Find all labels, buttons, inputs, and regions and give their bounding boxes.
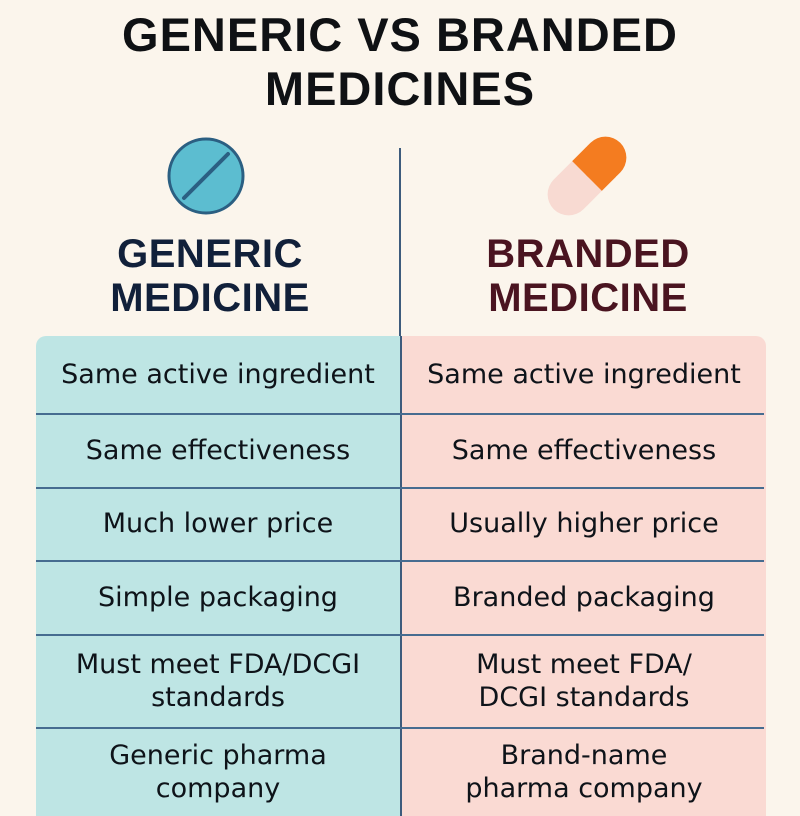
header-divider bbox=[399, 148, 401, 338]
row-separator bbox=[36, 487, 764, 489]
capsule-icon bbox=[547, 136, 627, 216]
row-separator bbox=[36, 560, 764, 562]
comparison-table: Same active ingredient Same active ingre… bbox=[36, 336, 766, 816]
title-line-1: GENERIC VS BRANDED bbox=[122, 8, 678, 61]
table-cell-generic: Must meet FDA/DCGI standards bbox=[75, 648, 361, 713]
generic-heading-line-1: GENERIC bbox=[117, 232, 303, 276]
table-cell-branded: Same effectiveness bbox=[451, 434, 717, 466]
table-cell-branded: Branded packaging bbox=[453, 581, 715, 613]
branded-heading-line-1: BRANDED bbox=[486, 232, 690, 276]
table-cell-branded: Usually higher price bbox=[449, 508, 719, 539]
table-cell-branded: Same active ingredient bbox=[427, 359, 741, 390]
branded-panel bbox=[400, 336, 766, 816]
table-cell-branded: Brand-name pharma company bbox=[465, 740, 703, 804]
row-separator bbox=[36, 727, 764, 729]
row-separator bbox=[36, 634, 764, 636]
table-cell-generic: Simple packaging bbox=[98, 581, 338, 613]
branded-heading-line-2: MEDICINE bbox=[488, 276, 688, 320]
table-divider bbox=[400, 336, 402, 816]
round-tablet-icon bbox=[167, 137, 245, 215]
page-title: GENERIC VS BRANDED MEDICINES bbox=[0, 8, 800, 116]
row-separator bbox=[36, 413, 764, 415]
branded-column-heading: BRANDED MEDICINE bbox=[388, 232, 788, 320]
table-cell-branded: Must meet FDA/ DCGI standards bbox=[476, 648, 692, 713]
generic-column-heading: GENERIC MEDICINE bbox=[10, 232, 410, 320]
generic-heading-line-2: MEDICINE bbox=[110, 276, 310, 320]
table-cell-generic: Generic pharma company bbox=[109, 740, 327, 804]
table-cell-generic: Same active ingredient bbox=[61, 359, 375, 390]
table-cell-generic: Much lower price bbox=[102, 508, 334, 539]
table-cell-generic: Same effectiveness bbox=[85, 434, 351, 466]
title-line-2: MEDICINES bbox=[264, 62, 536, 115]
generic-panel bbox=[36, 336, 402, 816]
